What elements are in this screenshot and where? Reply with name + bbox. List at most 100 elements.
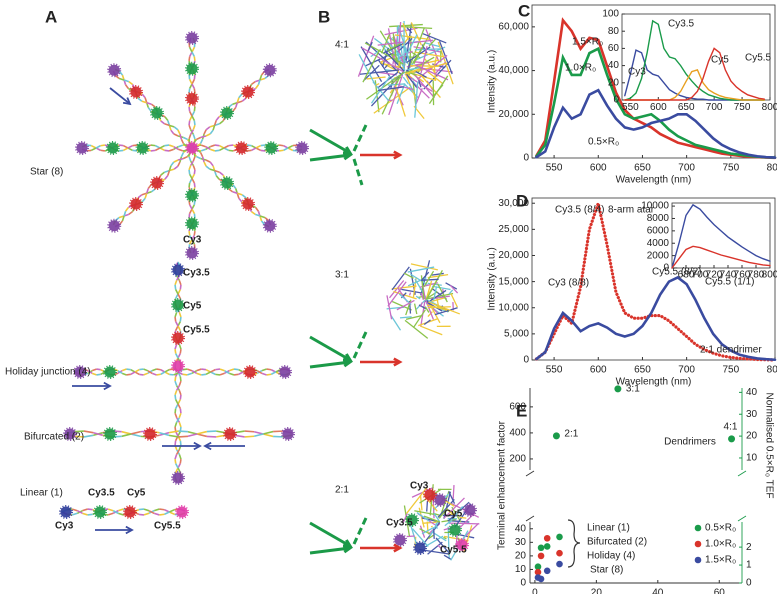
dna-strand: [164, 368, 170, 373]
point: [728, 435, 736, 443]
dna-strand: [196, 155, 202, 160]
dna-strand: [255, 84, 260, 89]
x-tick-label: 600: [590, 365, 607, 376]
dna-strand: [107, 508, 114, 512]
dendrimer-strand: [432, 531, 447, 542]
dendrimer-strand: [425, 42, 440, 48]
dna-strand: [175, 353, 179, 359]
dna-strand: [187, 368, 193, 372]
fluorophore: [433, 493, 447, 507]
dna-strand: [173, 372, 179, 376]
dna-strand: [191, 208, 196, 214]
point: [543, 534, 551, 542]
ratio-label: 4:1: [335, 40, 349, 51]
dna-strand: [121, 368, 127, 372]
dna-strand: [164, 511, 170, 515]
dna-strand: [118, 77, 125, 81]
dna-strand: [174, 316, 177, 322]
dna-strand: [188, 110, 193, 117]
dna-strand: [228, 149, 234, 152]
y-tick-label: 40,000: [498, 65, 529, 76]
dendrimer-strand: [406, 69, 409, 72]
dna-strand: [278, 144, 284, 147]
dendrimer-strand: [420, 74, 441, 98]
dna-strand: [168, 165, 172, 171]
annotation: Holiday (4): [587, 551, 635, 562]
y-tick-label: 2000: [647, 250, 670, 261]
dna-strand: [118, 215, 125, 219]
dendrimer-strand: [410, 273, 428, 286]
dendrimer-strand: [427, 541, 443, 555]
dna-strand: [174, 399, 179, 405]
dna-strand: [96, 373, 101, 376]
dna-strand: [246, 144, 252, 147]
dna-strand: [145, 188, 150, 194]
dna-strand: [182, 136, 188, 141]
fluorophore: [295, 141, 309, 155]
y-tick-label: 0: [523, 355, 529, 366]
dna-strand: [232, 184, 237, 189]
point: [543, 543, 551, 550]
dna-strand: [154, 508, 160, 512]
dna-strand: [173, 159, 179, 163]
dendrimer-strand: [386, 295, 393, 320]
dna-strand: [191, 78, 196, 85]
x-tick-label: 700: [706, 102, 723, 113]
dendrimer-strand: [450, 293, 459, 308]
annotation: Cy3 (8/8): [548, 278, 589, 289]
dna-strand: [123, 210, 127, 217]
dna-strand: [188, 56, 191, 62]
fluorophore: [185, 91, 199, 106]
dendrimer-strand: [443, 491, 452, 519]
dna-strand: [235, 430, 245, 434]
y-tick-label: 200: [509, 454, 526, 465]
x-tick-label: 700: [678, 365, 695, 376]
dna-strand: [232, 107, 237, 112]
dna-strand: [241, 194, 247, 199]
arrow: [309, 153, 351, 162]
dendrimer-strand: [434, 307, 458, 316]
arrow-head: [393, 543, 403, 553]
dna-strand: [187, 433, 198, 438]
x-tick-label: 740: [720, 270, 737, 281]
dendrimer-strand: [377, 71, 397, 76]
dna-strand: [148, 510, 155, 515]
fluorophore: [185, 141, 199, 155]
dna-strand: [205, 371, 212, 376]
dendrimer-strand: [443, 497, 465, 519]
dye-label: Cy3: [55, 521, 74, 532]
dna-strand: [191, 51, 195, 57]
dna-strand: [187, 372, 193, 376]
dna-strand: [143, 372, 149, 376]
y-tick-label: 4000: [647, 238, 670, 249]
dendrimer-strand: [405, 315, 422, 320]
dna-strand: [122, 147, 129, 152]
dna-strand: [193, 106, 196, 112]
x-axis-label: Wavelength (nm): [616, 175, 692, 186]
dna-strand: [188, 173, 193, 180]
fluorophore: [185, 216, 199, 231]
y-tick-label: 20: [515, 551, 527, 562]
dna-strand: [159, 144, 165, 149]
dna-strand: [196, 368, 202, 372]
arrow: [309, 335, 351, 362]
dendrimer-strand: [410, 51, 421, 59]
dna-strand: [278, 149, 284, 152]
dna-strand: [253, 433, 264, 438]
fluorophore: [185, 31, 199, 45]
x-tick-label: 800: [767, 365, 777, 376]
dna-strand: [244, 435, 255, 438]
dendrimer-strand: [405, 23, 413, 63]
dna-strand: [82, 508, 88, 512]
dna-strand: [146, 101, 152, 106]
dna-strand: [255, 207, 260, 212]
series-label: 2:1 dendrimer: [700, 345, 762, 356]
x-tick-label: 750: [722, 365, 739, 376]
dna-strand: [175, 449, 180, 455]
dendrimer-strand: [418, 79, 422, 88]
dna-strand: [177, 157, 184, 161]
y-tick-label: 80: [608, 26, 620, 37]
dna-strand: [205, 159, 211, 163]
dna-strand: [174, 280, 178, 286]
